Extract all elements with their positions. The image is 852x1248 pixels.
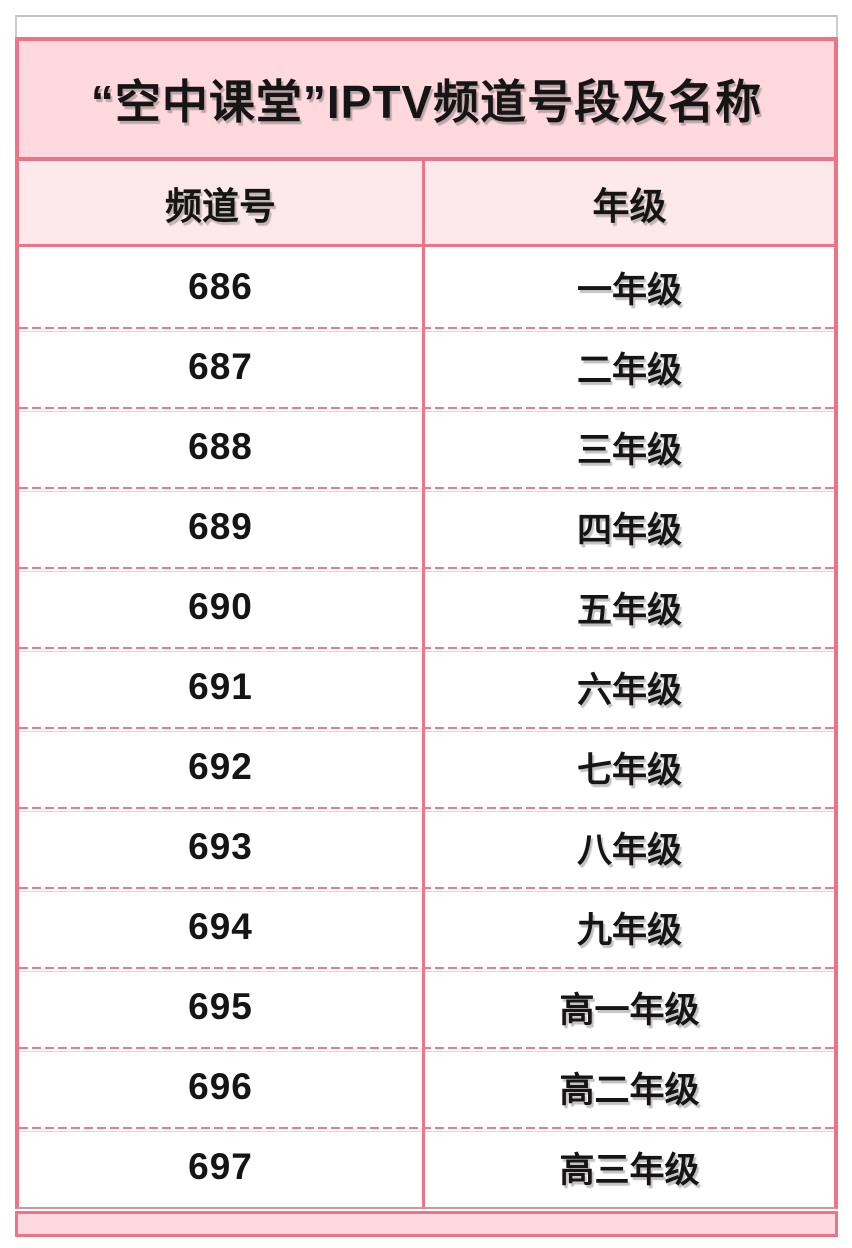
grade-name-cell: 四年级 [576,510,682,550]
channel-number-cell: 694 [19,887,425,967]
table-title-bar: “空中课堂”IPTV频道号段及名称 [15,37,838,161]
channel-number-cell: 697 [19,1127,425,1207]
channel-number-cell: 691 [19,647,425,727]
channel-number-cell: 693 [19,807,425,887]
grade-name-cell: 八年级 [576,830,682,870]
table-row: 686 一年级 [19,247,834,327]
table-row: 691 六年级 [19,647,834,727]
table-footer-bar [15,1211,838,1237]
channel-number-cell: 690 [19,567,425,647]
column-header-grade: 年级 [592,185,667,227]
channel-table: 频道号 年级 686 一年级 687 二年级 688 三年级 689 四年级 [15,161,838,1209]
grade-name-cell: 高二年级 [559,1070,700,1110]
channel-table-sheet: “空中课堂”IPTV频道号段及名称 频道号 年级 686 一年级 687 二年级… [15,15,838,1237]
table-row: 696 高二年级 [19,1047,834,1127]
table-row: 687 二年级 [19,327,834,407]
table-row: 695 高一年级 [19,967,834,1047]
table-row: 694 九年级 [19,887,834,967]
channel-number-cell: 696 [19,1047,425,1127]
grade-name-cell: 高三年级 [559,1150,700,1190]
grade-name-cell: 二年级 [576,350,682,390]
table-header-row: 频道号 年级 [19,161,834,247]
channel-number-cell: 689 [19,487,425,567]
channel-number-cell: 692 [19,727,425,807]
column-header-channel: 频道号 [19,161,425,244]
grade-name-cell: 一年级 [576,270,682,310]
grade-name-cell: 三年级 [576,430,682,470]
grade-name-cell: 九年级 [576,910,682,950]
table-row: 689 四年级 [19,487,834,567]
channel-number-cell: 688 [19,407,425,487]
table-body: 686 一年级 687 二年级 688 三年级 689 四年级 690 五年级 … [19,247,834,1207]
grade-name-cell: 高一年级 [559,990,700,1030]
channel-number-cell: 687 [19,327,425,407]
grade-name-cell: 七年级 [576,750,682,790]
table-row: 688 三年级 [19,407,834,487]
spreadsheet-empty-row [15,15,838,37]
channel-number-cell: 695 [19,967,425,1047]
table-row: 693 八年级 [19,807,834,887]
table-title: “空中课堂”IPTV频道号段及名称 [90,76,763,128]
table-row: 697 高三年级 [19,1127,834,1207]
grade-name-cell: 五年级 [576,590,682,630]
table-row: 692 七年级 [19,727,834,807]
grade-name-cell: 六年级 [576,670,682,710]
channel-number-cell: 686 [19,247,425,327]
table-row: 690 五年级 [19,567,834,647]
